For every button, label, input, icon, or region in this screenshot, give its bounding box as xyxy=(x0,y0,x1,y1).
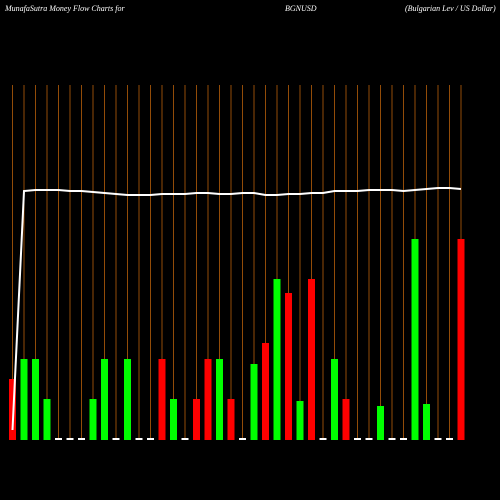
bar xyxy=(273,279,281,440)
bar xyxy=(204,359,212,440)
bar xyxy=(365,438,373,440)
bar xyxy=(227,399,235,440)
bar xyxy=(446,438,453,440)
bar xyxy=(135,438,143,440)
chart-subtitle: (Bulgarian Lev / US Dollar) xyxy=(405,4,496,13)
bar xyxy=(457,239,465,440)
money-flow-line xyxy=(11,187,462,431)
bar xyxy=(124,359,131,440)
bar xyxy=(78,438,85,440)
bar xyxy=(377,406,384,440)
bar xyxy=(296,401,304,440)
chart-symbol: BGNUSD xyxy=(285,4,317,13)
bar xyxy=(250,364,258,440)
bar xyxy=(89,399,97,440)
bar xyxy=(55,438,62,440)
bar xyxy=(400,438,407,440)
bar xyxy=(32,359,39,440)
bar xyxy=(354,438,361,440)
bar xyxy=(239,438,246,440)
bar xyxy=(308,279,315,440)
bar xyxy=(20,359,28,440)
bar xyxy=(388,438,396,440)
bar xyxy=(423,404,430,440)
bar xyxy=(101,359,108,440)
bar xyxy=(158,359,166,440)
bar xyxy=(331,359,338,440)
bar xyxy=(411,239,419,440)
bar xyxy=(434,438,442,440)
bar xyxy=(147,438,154,440)
bar xyxy=(285,293,292,440)
bar xyxy=(112,438,120,440)
bar xyxy=(181,438,189,440)
bar xyxy=(262,343,269,440)
chart-title: MunafaSutra Money Flow Charts for xyxy=(4,4,125,13)
bar xyxy=(319,438,327,440)
bar xyxy=(43,399,51,440)
bar xyxy=(66,438,74,440)
bar xyxy=(342,399,350,440)
bar xyxy=(216,359,223,440)
bar xyxy=(193,399,200,440)
bar xyxy=(170,399,177,440)
